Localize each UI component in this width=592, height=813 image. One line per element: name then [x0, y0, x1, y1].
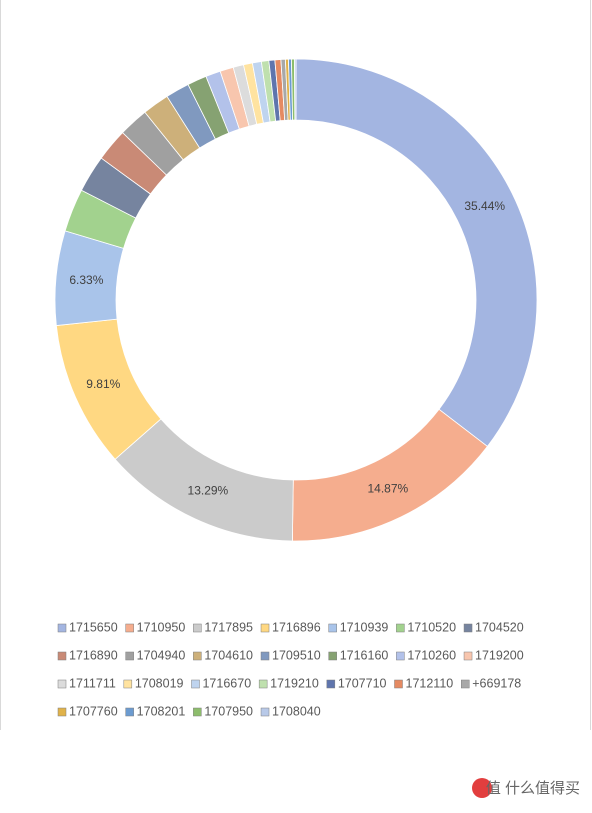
legend-swatch: [326, 679, 336, 689]
legend-swatch: [328, 651, 337, 661]
legend-swatch: [125, 651, 134, 661]
legend-label: 1715650: [69, 620, 118, 634]
legend-label: 1710950: [137, 620, 186, 634]
legend-swatch: [396, 651, 405, 661]
legend-label: 1707760: [69, 704, 118, 718]
legend-label: 1716896: [272, 620, 321, 634]
legend-label: 1710939: [340, 620, 389, 634]
legend-swatch: [260, 707, 270, 717]
legend-label: 1704940: [137, 648, 186, 662]
legend-swatch: [191, 679, 200, 689]
data-label: 6.33%: [69, 273, 103, 287]
legend-swatch: [260, 623, 270, 633]
legend-label: 1719210: [270, 676, 319, 690]
legend-swatch: [57, 679, 67, 689]
legend-label: 1711711: [69, 676, 116, 690]
legend-label: 1708019: [135, 676, 184, 690]
watermark: 值 什么值得买: [486, 780, 580, 797]
legend-label: 1704520: [475, 620, 524, 634]
legend-label: 1710260: [407, 648, 456, 662]
slice: [114, 418, 294, 542]
slice: [291, 408, 489, 542]
legend-swatch: [57, 707, 67, 717]
donut: [54, 58, 538, 542]
legend-label: +669178: [472, 676, 521, 690]
legend-swatch: [193, 651, 202, 661]
legend-label: 1716890: [69, 648, 118, 662]
legend-swatch: [463, 651, 473, 661]
legend-label: 1708201: [137, 704, 186, 718]
data-label: 13.29%: [188, 483, 229, 497]
legend-swatch: [461, 679, 470, 689]
legend-label: 1716160: [340, 648, 389, 662]
legend-label: 1719200: [475, 648, 524, 662]
legend-label: 1710520: [407, 620, 456, 634]
legend-label: 1709510: [272, 648, 321, 662]
legend-label: 1707950: [204, 704, 253, 718]
legend-label: 1704610: [204, 648, 253, 662]
data-label: 9.81%: [86, 377, 120, 391]
legend-swatch: [396, 623, 405, 633]
legend-label: 1717895: [204, 620, 253, 634]
legend-swatch: [258, 679, 268, 689]
legend-swatch: [394, 679, 403, 689]
legend-swatch: [260, 651, 270, 661]
legend-swatch: [328, 623, 337, 633]
legend-swatch: [57, 651, 67, 661]
legend-swatch: [125, 707, 134, 717]
data-labels: 35.44% 14.87% 13.29% 9.81% 6.33%: [69, 199, 505, 497]
legend-swatch: [123, 679, 133, 689]
legend-swatch: [125, 623, 134, 633]
slice: [294, 58, 297, 121]
legend-label: 1708040: [272, 704, 321, 718]
legend-swatch: [463, 623, 473, 633]
legend: 1715650 1710950 1717895 1716896 1710939 17105…: [57, 620, 524, 718]
legend-label: 1712110: [406, 676, 454, 690]
watermark-logo: [472, 778, 492, 798]
legend-swatch: [193, 623, 202, 633]
slice: [295, 58, 538, 447]
data-label: 14.87%: [367, 482, 408, 496]
legend-label: 1716670: [202, 676, 251, 690]
legend-label: 1707710: [338, 676, 387, 690]
legend-swatch: [57, 623, 67, 633]
legend-swatch: [193, 707, 202, 717]
data-label: 35.44%: [464, 199, 505, 213]
